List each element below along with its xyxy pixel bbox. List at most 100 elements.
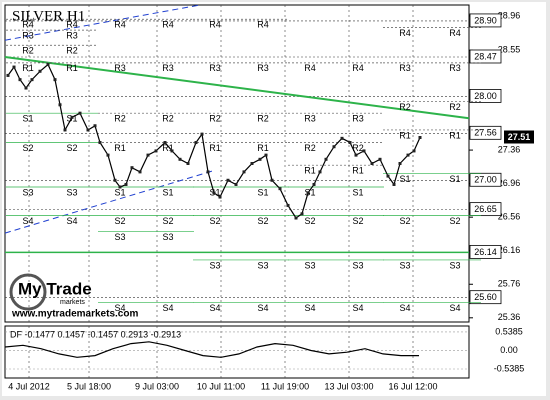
price-point — [53, 78, 57, 82]
price-point — [212, 191, 216, 195]
price-point — [154, 149, 158, 153]
level-label: 27.56 — [474, 128, 497, 138]
logo-name: My Trade — [18, 279, 92, 298]
logo-sub: markets — [60, 299, 85, 306]
price-point — [332, 145, 336, 149]
pivot-label: R3 — [352, 114, 364, 124]
pivot-label: R4 — [209, 20, 221, 30]
level-box — [469, 125, 502, 140]
pivot-label: R1 — [304, 166, 316, 176]
pivot-label: S1 — [114, 187, 125, 197]
pivot-label: S4 — [209, 303, 220, 313]
pivot-label: S2 — [449, 216, 460, 226]
y-tick-label: 28.96 — [498, 10, 521, 20]
x-tick-label: 9 Jul 03:00 — [135, 381, 179, 391]
y-tick-label: 26.56 — [498, 212, 521, 222]
x-tick-label: 13 Jul 03:00 — [324, 381, 373, 391]
indicator-label: DF -0.1477 0.1457 -0.1457 0.2913 -0.2913 — [10, 329, 181, 339]
pivot-label: S4 — [352, 303, 363, 313]
pivot-label: S3 — [399, 260, 410, 270]
price-point — [354, 153, 358, 157]
pivot-label: R3 — [22, 31, 34, 41]
y-tick-label: 25.36 — [498, 312, 521, 322]
price-point — [93, 124, 97, 128]
price-point — [392, 182, 396, 186]
x-tick-label: 11 Jul 19:00 — [261, 381, 309, 391]
price-point — [270, 178, 274, 182]
price-point — [24, 86, 28, 90]
pivot-label: S2 — [66, 143, 77, 153]
y-tick-label: 28.55 — [498, 45, 521, 55]
pivot-label: S3 — [449, 260, 460, 270]
pivot-label: R3 — [399, 63, 411, 73]
current-box — [504, 130, 534, 144]
price-point — [130, 166, 134, 170]
pivot-label: S2 — [257, 216, 268, 226]
price-point — [78, 111, 82, 115]
trendline — [4, 4, 201, 41]
price-point — [264, 153, 268, 157]
level-box — [469, 202, 502, 217]
level-label: 28.00 — [474, 91, 497, 101]
pivot-label: S3 — [209, 260, 220, 270]
price-point — [362, 149, 366, 153]
price-point — [170, 149, 174, 153]
pivot-label: R1 — [257, 143, 269, 153]
pivot-label: R3 — [114, 63, 126, 73]
price-point — [348, 141, 352, 145]
pivot-label: R2 — [352, 143, 364, 153]
x-tick-label: 16 Jul 12:00 — [388, 381, 437, 391]
price-point — [294, 216, 298, 220]
price-point — [58, 103, 62, 107]
level-label: 27.00 — [474, 175, 497, 185]
price-point — [118, 185, 122, 189]
y-tick-label: 26.96 — [498, 178, 521, 188]
price-point — [406, 153, 410, 157]
pivot-label: S2 — [162, 216, 173, 226]
pivot-label: R3 — [66, 31, 78, 41]
pivot-label: S1 — [399, 174, 410, 184]
pivot-label: R1 — [66, 63, 78, 73]
pivot-label: R2 — [257, 114, 269, 124]
level-label: 28.47 — [474, 51, 497, 61]
level-label: 28.90 — [474, 15, 497, 25]
price-point — [386, 174, 390, 178]
price-point — [138, 170, 142, 174]
y-tick-label: 26.16 — [498, 245, 521, 255]
level-label: 26.65 — [474, 204, 497, 214]
trendline — [4, 169, 216, 234]
pivot-label: S4 — [399, 303, 410, 313]
price-line — [7, 63, 421, 219]
pivot-label: R2 — [449, 102, 461, 112]
pivot-label: S3 — [352, 260, 363, 270]
pivot-label: R1 — [399, 130, 411, 140]
plot-border — [4, 4, 470, 323]
price-point — [106, 153, 110, 157]
layer: 4 Jul 2012 5 Jul 18:00 9 Jul 03:00 10 Jul 1… — [4, 4, 534, 391]
price-point — [194, 141, 198, 145]
indicator-tick-label: 0.00 — [500, 345, 518, 355]
pivot-label: S1 — [162, 187, 173, 197]
level-box — [469, 172, 502, 187]
pivot-label: S3 — [304, 260, 315, 270]
price-point — [30, 78, 34, 82]
pivot-label: R3 — [209, 63, 221, 73]
pivot-label: S4 — [114, 303, 125, 313]
pivot-label: R3 — [449, 63, 461, 73]
price-point — [38, 69, 42, 73]
pivot-label: S2 — [209, 216, 220, 226]
pivot-label: R3 — [257, 63, 269, 73]
logo-ring — [9, 273, 47, 311]
trendline — [4, 56, 470, 120]
pivot-label: R2 — [399, 102, 411, 112]
pivot-label: S3 — [162, 232, 173, 242]
price-point — [124, 182, 128, 186]
pivot-label: R1 — [114, 143, 126, 153]
price-point — [398, 162, 402, 165]
level-box — [469, 49, 502, 64]
pivot-label: R4 — [449, 28, 461, 38]
indicator-line — [4, 341, 419, 358]
price-point — [46, 63, 50, 67]
price-point — [340, 136, 344, 140]
pivot-label: R2 — [114, 114, 126, 124]
